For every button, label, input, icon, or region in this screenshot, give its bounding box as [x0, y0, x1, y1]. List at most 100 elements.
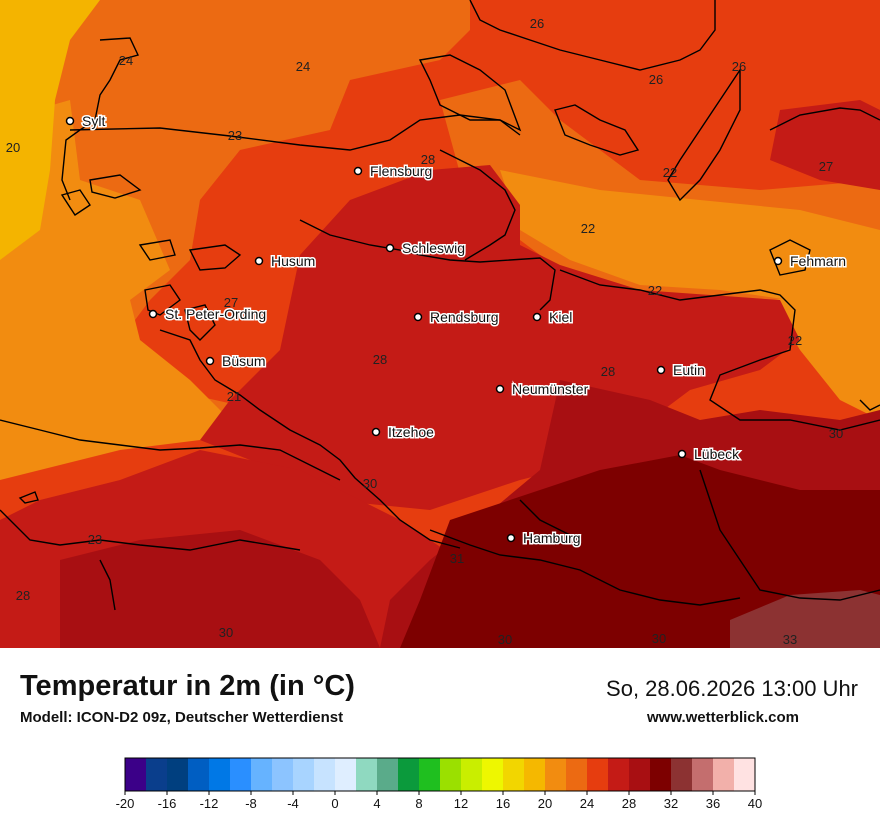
city-dot: [677, 449, 687, 459]
city-dot: [254, 256, 264, 266]
isotherm-value-label: 30: [829, 426, 843, 441]
city-marker: Fehmarn: [773, 252, 848, 271]
legend-border: [124, 757, 756, 792]
isotherm-value-label: 24: [119, 53, 133, 68]
city-marker: Schleswig: [385, 239, 467, 258]
forecast-datetime: So, 28.06.2026 13:00 Uhr: [606, 676, 858, 701]
legend-swatch: [167, 758, 189, 791]
city-marker: Eutin: [656, 361, 706, 380]
city-name-label: Rendsburg: [430, 309, 499, 325]
legend-tick-label: -20: [116, 796, 135, 811]
temperature-map[interactable]: 26 24 24 26 26 20 23 28 22 27 22 22 27 28 22 21 28 30 30 23…: [0, 0, 880, 648]
legend-tick-label: 32: [664, 796, 678, 811]
city-name-label: Itzehoe: [388, 424, 434, 440]
legend-tick-label: 4: [373, 796, 380, 811]
temperature-field-20: [0, 0, 100, 260]
city-dot: [532, 312, 542, 322]
legend-swatch: [524, 758, 546, 791]
legend-swatch: [125, 758, 147, 791]
temperature-field-22c: [770, 290, 880, 420]
legend-swatch: [566, 758, 588, 791]
temperature-field-28: [200, 165, 800, 510]
city-marker: Lübeck: [677, 445, 742, 464]
map-footer: Temperatur in 2m (in °C) Modell: ICON-D2…: [0, 648, 880, 830]
isotherm-value-label: 27: [819, 159, 833, 174]
isotherm-value-label: 24: [296, 59, 310, 74]
isotherm-value-label: 30: [498, 632, 512, 647]
legend-tick-label: 24: [580, 796, 594, 811]
city-marker: St. Peter-Ording: [148, 305, 268, 324]
isotherm-value-label: 31: [450, 551, 464, 566]
city-dot: [371, 427, 381, 437]
legend-swatch: [440, 758, 462, 791]
legend-swatch: [356, 758, 378, 791]
city-name-label: Schleswig: [402, 240, 465, 256]
isotherm-value-label: 22: [581, 221, 595, 236]
isotherm-value-label: 20: [6, 140, 20, 155]
legend-swatch: [734, 758, 756, 791]
isotherm-value-label: 33: [783, 632, 797, 647]
legend-swatch: [272, 758, 294, 791]
city-marker: Husum: [254, 252, 317, 271]
city-name-label: Hamburg: [523, 530, 581, 546]
isotherm-value-label: 26: [530, 16, 544, 31]
legend-tick-label: 36: [706, 796, 720, 811]
city-name-label: Sylt: [82, 113, 105, 129]
city-marker: Rendsburg: [413, 308, 500, 327]
isotherm-value-label: 28: [373, 352, 387, 367]
legend-ticks: -20 -16 -12 -8 -4 0 4 8 12 16 20 24 28 32 36 40: [116, 791, 762, 811]
city-name-label: Neumünster: [512, 381, 589, 397]
isotherm-value-label: 22: [663, 165, 677, 180]
map-title: Temperatur in 2m (in °C): [20, 670, 355, 702]
legend-swatch: [650, 758, 672, 791]
legend-swatch: [482, 758, 504, 791]
legend-swatch: [293, 758, 315, 791]
isotherm-value-label: 22: [788, 333, 802, 348]
legend-swatch: [692, 758, 714, 791]
city-dot: [413, 312, 423, 322]
city-name-label: Flensburg: [370, 163, 432, 179]
legend-swatches: [125, 758, 756, 791]
legend-swatch: [251, 758, 273, 791]
isotherm-value-label: 26: [649, 72, 663, 87]
color-legend: -20 -16 -12 -8 -4 0 4 8 12 16 20 24 28 32 36 40: [116, 757, 762, 811]
isotherm-value-label: 28: [601, 364, 615, 379]
city-marker: Neumünster: [495, 380, 590, 399]
legend-swatch: [671, 758, 693, 791]
temperature-field-22b: [500, 170, 880, 300]
temperature-field-30b: [60, 530, 380, 648]
website-link[interactable]: www.wetterblick.com: [647, 709, 799, 726]
legend-tick-label: -4: [287, 796, 299, 811]
legend-swatch: [629, 758, 651, 791]
legend-tick-label: -16: [158, 796, 177, 811]
city-name-label: Kiel: [549, 309, 572, 325]
city-marker: Flensburg: [353, 162, 434, 181]
legend-swatch: [587, 758, 609, 791]
legend-swatch: [335, 758, 357, 791]
city-marker: Kiel: [532, 308, 574, 327]
legend-swatch: [230, 758, 252, 791]
legend-swatch: [377, 758, 399, 791]
isotherm-value-label: 27: [224, 295, 238, 310]
isotherm-value-label: 21: [227, 389, 241, 404]
city-dot: [495, 384, 505, 394]
city-dot: [773, 256, 783, 266]
legend-tick-label: -12: [200, 796, 219, 811]
legend-swatch: [503, 758, 525, 791]
legend-tick-label: 8: [415, 796, 422, 811]
legend-swatch: [608, 758, 630, 791]
legend-tick-label: -8: [245, 796, 257, 811]
isotherm-value-label: 30: [363, 476, 377, 491]
legend-tick-label: 0: [331, 796, 338, 811]
city-dot: [353, 166, 363, 176]
temperature-field-22: [0, 100, 240, 480]
isotherm-labels: 26 24 24 26 26 20 23 28 22 27 22 22 27 28 22 21 28 30 30 23…: [6, 16, 843, 647]
coastlines: [0, 0, 880, 611]
city-dot: [506, 533, 516, 543]
city-dot: [65, 116, 75, 126]
city-name-label: Büsum: [222, 353, 266, 369]
legend-tick-label: 28: [622, 796, 636, 811]
legend-swatch: [713, 758, 735, 791]
legend-tick-label: 16: [496, 796, 510, 811]
legend-swatch: [461, 758, 483, 791]
